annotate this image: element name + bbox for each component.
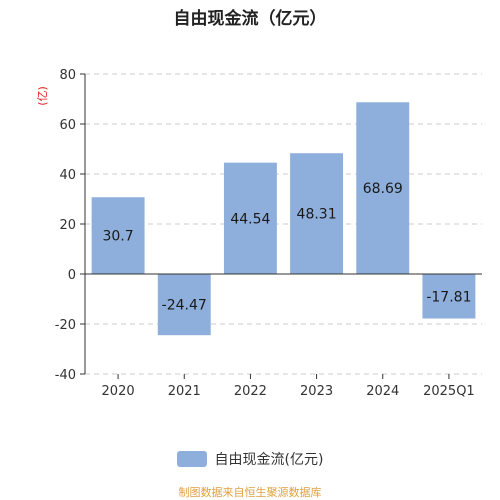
data-label: -17.81 (426, 289, 471, 305)
bar (157, 274, 211, 336)
chart-title: 自由现金流（亿元） (173, 9, 327, 29)
data-label: 30.7 (102, 229, 133, 245)
x-tick-label: 2021 (168, 384, 201, 399)
x-tick-label: 2025Q1 (423, 384, 475, 399)
bar (422, 274, 476, 319)
legend-label: 自由现金流(亿元) (214, 452, 324, 468)
data-label: 68.69 (363, 181, 403, 197)
legend-swatch (176, 451, 207, 467)
y-tick-label: -20 (55, 318, 76, 333)
bar (290, 153, 344, 274)
y-tick-label: 20 (59, 218, 76, 233)
x-tick-label: 2023 (300, 384, 333, 399)
legend[interactable]: 自由现金流(亿元) (0, 449, 500, 469)
y-tick-label: 60 (59, 118, 76, 133)
labels: 80 60 40 20 0 -20 -40 (亿) 30.7 2020 -24.47 2021 44.5… (36, 68, 475, 399)
source-note: 制图数据来自恒生聚源数据库 (178, 486, 322, 499)
data-label: 48.31 (297, 207, 337, 223)
y-tick-label: 0 (68, 268, 76, 283)
grid-lines (85, 73, 482, 375)
y-axis-label: (亿) (36, 86, 49, 106)
data-label: -24.47 (162, 298, 207, 314)
y-tick-label: 80 (59, 68, 76, 83)
bar (356, 102, 410, 275)
x-tick-label: 2020 (102, 384, 135, 399)
bar (91, 197, 145, 274)
y-tick-label: -40 (55, 368, 76, 383)
bars (91, 102, 476, 336)
x-tick-label: 2024 (366, 384, 399, 399)
data-label: 44.54 (230, 211, 270, 227)
bar (223, 162, 277, 274)
y-tick-label: 40 (59, 168, 76, 183)
axes (80, 73, 482, 379)
x-tick-label: 2022 (234, 384, 267, 399)
